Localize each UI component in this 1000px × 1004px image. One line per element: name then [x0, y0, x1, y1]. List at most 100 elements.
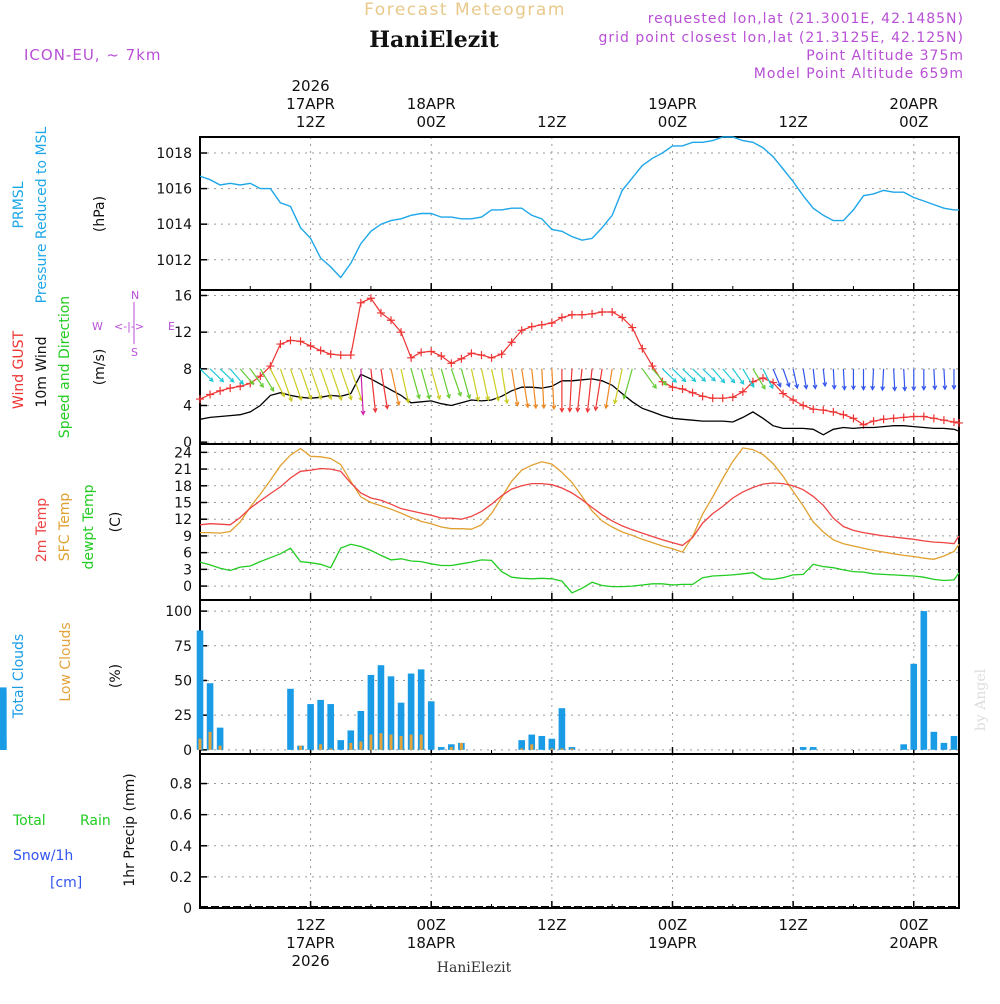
- wind-arrow-head: [803, 384, 809, 390]
- total-cloud-bar: [950, 735, 958, 750]
- pressure-ytick-label: 1018: [156, 146, 192, 162]
- gust-marker: [638, 344, 647, 353]
- pressure-unit: (hPa): [92, 196, 108, 232]
- total-cloud-bar: [930, 731, 938, 750]
- wind-arrow-head: [730, 378, 736, 384]
- time-label: 12Z: [296, 113, 325, 131]
- wind-arrow: [782, 368, 790, 387]
- wind-arrow: [219, 368, 235, 383]
- low-cloud-bar: [560, 748, 564, 750]
- low-cloud-bar: [198, 738, 202, 750]
- low-cloud-bar: [329, 748, 333, 750]
- total-cloud-bar: [407, 673, 415, 750]
- total-cloud-bar: [427, 701, 435, 750]
- wind-arrow: [370, 368, 377, 412]
- time-label: 17APR: [286, 934, 335, 952]
- model-label: ICON-EU, ~ 7km: [24, 46, 162, 64]
- wind-arrow: [380, 368, 388, 409]
- wind-arrow-head: [892, 386, 898, 392]
- wind-arrow: [576, 368, 583, 412]
- wind-arrow-head: [446, 393, 451, 400]
- total-cloud-bar: [327, 704, 334, 750]
- wind-arrow: [712, 368, 725, 383]
- wind-arrow: [692, 368, 706, 382]
- low-cloud-bar: [349, 742, 353, 750]
- wind-arrow: [470, 368, 479, 401]
- precip-frame: [199, 753, 960, 909]
- time-label: 2026: [291, 77, 329, 95]
- gust-marker: [809, 405, 818, 414]
- wind-arrow: [762, 368, 774, 389]
- gust-marker: [196, 395, 204, 404]
- wind-arrow: [672, 368, 686, 382]
- temp-ytick-label: 6: [183, 546, 192, 562]
- total-cloud-bar: [910, 663, 918, 750]
- wind-arrow: [531, 368, 537, 409]
- time-label: 00Z: [899, 916, 928, 934]
- gust-marker: [216, 386, 225, 395]
- wind-arrow-head: [749, 382, 755, 389]
- wind-arrow: [893, 368, 896, 391]
- wind-arrow-head: [652, 384, 657, 390]
- gust-marker: [628, 323, 637, 332]
- time-label: 2026: [291, 952, 329, 970]
- pressure-ytick-label: 1016: [156, 182, 192, 198]
- total-cloud-bar: [367, 674, 375, 750]
- gust-marker: [266, 362, 275, 371]
- wind-arrow-head: [317, 394, 323, 401]
- total-cloud-bar: [538, 735, 546, 750]
- wind-arrow: [605, 368, 613, 409]
- wind-panel: 0 4 8 12 16: [174, 289, 963, 451]
- low-cloud-bar: [419, 734, 423, 750]
- time-label: 20APR: [889, 934, 938, 952]
- gust-marker: [567, 310, 576, 319]
- wind-arrow: [410, 368, 420, 399]
- gust-marker: [447, 359, 456, 368]
- wind-arrow: [450, 368, 462, 397]
- gust-marker: [387, 316, 396, 325]
- gust-marker: [276, 340, 285, 349]
- wind-arrow: [340, 368, 352, 400]
- wind-arrow-head: [485, 396, 491, 402]
- wind-arrow: [521, 368, 529, 408]
- total-cloud-bar: [437, 747, 445, 750]
- compass-n: N: [131, 289, 139, 302]
- low-cloud-bar: [208, 731, 212, 750]
- time-label: 17APR: [286, 95, 335, 113]
- direction-label: Speed and Direction: [57, 296, 73, 438]
- wind-arrow: [299, 368, 312, 400]
- total-cloud-bar: [558, 708, 566, 750]
- time-label: 00Z: [658, 916, 687, 934]
- wind-arrow: [641, 368, 657, 389]
- dewpt-label: dewpt Temp: [81, 484, 97, 569]
- gust-marker: [728, 393, 737, 402]
- total-cloud-bar: [196, 630, 204, 750]
- wind-arrow-head: [436, 395, 442, 401]
- wind-arrow-head: [559, 407, 565, 413]
- total-cloud-bar: [377, 665, 385, 750]
- gust-marker: [236, 382, 245, 391]
- wind-arrow-head: [567, 407, 573, 413]
- gust-marker: [708, 394, 717, 403]
- gust-marker: [507, 338, 516, 347]
- wind-arrow: [662, 368, 677, 383]
- wind-arrow-head: [533, 404, 538, 410]
- clouds-ytick-label: 0: [183, 743, 192, 759]
- temp-ytick-label: 12: [174, 512, 192, 528]
- gust-label: Wind GUST: [11, 330, 27, 409]
- wind-unit: (m/s): [92, 349, 108, 386]
- gust-marker: [698, 392, 707, 401]
- wind-arrow: [881, 368, 885, 391]
- wind-arrow-head: [769, 384, 774, 390]
- wind-arrow: [289, 368, 302, 401]
- wind-arrow-head: [831, 384, 837, 391]
- temp-ytick-label: 9: [183, 529, 192, 545]
- precip-ytick-label: 0.4: [170, 839, 192, 855]
- wind-arrow-head: [681, 377, 687, 383]
- gust-marker: [668, 383, 677, 392]
- gust-marker: [678, 385, 687, 393]
- gust-marker: [346, 351, 355, 360]
- gust-marker: [226, 384, 235, 393]
- low-cloud-bar: [218, 745, 222, 750]
- wind-arrow: [812, 368, 816, 389]
